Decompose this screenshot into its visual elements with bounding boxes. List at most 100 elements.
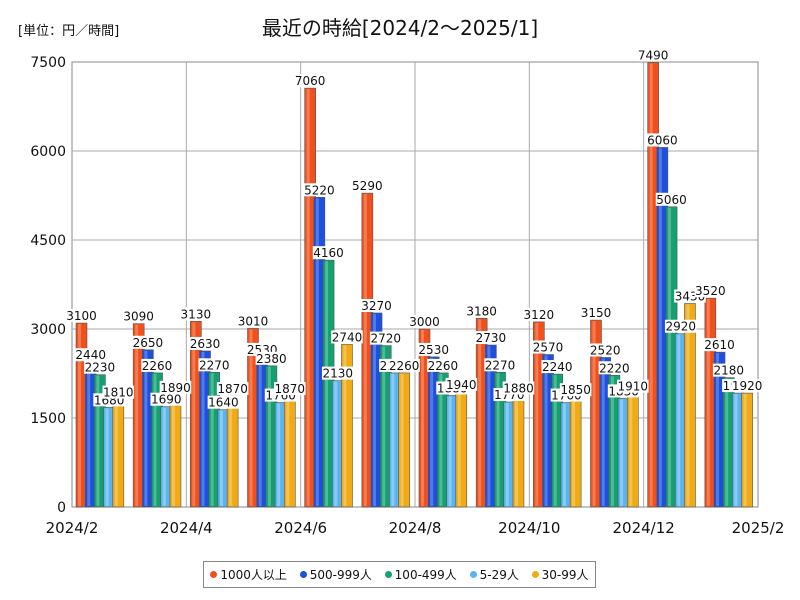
bar-highlight — [105, 408, 109, 506]
data-label: 2260 — [428, 359, 459, 373]
data-label-bg — [502, 381, 535, 395]
bar-4-9 — [626, 393, 639, 508]
bar-4-7 — [512, 395, 525, 508]
data-label-bg — [465, 304, 498, 318]
x-tick-label: 2024/6 — [274, 519, 327, 537]
data-label: 3270 — [361, 299, 392, 313]
data-label: 2440 — [75, 348, 106, 362]
legend-item: 5-29人 — [469, 566, 519, 583]
data-label-bg — [189, 336, 221, 350]
data-label-bg — [646, 133, 679, 147]
bar-highlight — [686, 304, 690, 506]
data-label: 1640 — [208, 396, 239, 410]
data-label-bg — [712, 363, 745, 377]
data-label: 5220 — [304, 183, 335, 197]
legend-swatch — [299, 571, 307, 578]
chart-title: 最近の時給[2024/2～2025/1] — [261, 16, 539, 40]
data-label: 2130 — [322, 367, 353, 381]
bar-highlight — [421, 330, 424, 506]
data-label-bg — [532, 340, 564, 354]
data-label-bg — [694, 284, 727, 298]
data-label-bg — [274, 382, 306, 396]
data-label: 1920 — [732, 379, 763, 393]
data-label: 1880 — [503, 381, 534, 395]
data-label: 2630 — [190, 337, 221, 351]
bar-highlight — [219, 410, 223, 506]
legend-item: 30-99人 — [531, 566, 589, 583]
x-tick-label: 2024/12 — [613, 519, 675, 537]
data-label: 7490 — [638, 49, 669, 63]
data-label-bg — [617, 379, 649, 393]
data-label-bg — [198, 358, 231, 372]
data-label-bg — [731, 379, 763, 393]
data-label-bg — [102, 385, 135, 399]
data-label-bg — [321, 366, 354, 380]
bar-highlight — [258, 357, 262, 506]
data-label-bg — [303, 183, 336, 197]
data-label-bg — [637, 48, 669, 62]
bar-highlight — [306, 89, 310, 507]
data-label-bg — [541, 360, 574, 374]
data-label: 2920 — [665, 320, 696, 334]
data-label: 2270 — [485, 358, 516, 372]
bar-4-5 — [398, 372, 410, 508]
bar-highlight — [562, 403, 566, 506]
y-tick-label: 3000 — [30, 322, 66, 338]
data-label-bg — [484, 358, 516, 372]
legend-swatch — [469, 571, 477, 578]
data-label: 3150 — [581, 306, 612, 320]
bar-highlight — [229, 397, 233, 506]
bar-highlight — [478, 319, 482, 506]
bar-4-4 — [341, 344, 353, 508]
bar-highlight — [171, 395, 175, 506]
data-label-bg — [180, 307, 212, 321]
data-label: 1940 — [446, 378, 477, 392]
data-label: 1870 — [217, 382, 248, 396]
data-label-bg — [388, 358, 420, 372]
bar-highlight — [144, 350, 148, 506]
data-label: 1870 — [275, 382, 306, 396]
data-label: 3000 — [409, 315, 440, 329]
data-label-bg — [150, 392, 183, 406]
bar-4-2 — [226, 395, 239, 508]
bar-highlight — [743, 394, 747, 506]
bar-highlight — [87, 363, 91, 506]
data-label-bg — [312, 246, 345, 260]
data-label-bg — [598, 361, 631, 375]
data-label-bg — [408, 315, 441, 328]
bar-highlight — [114, 400, 118, 506]
x-tick-label: 2025/2 — [732, 519, 785, 537]
data-label-bg — [65, 309, 98, 323]
data-label-bg — [360, 298, 393, 312]
data-label-bg — [122, 309, 155, 323]
bar-highlight — [658, 148, 662, 506]
bar-highlight — [400, 373, 404, 506]
data-label: 2380 — [256, 352, 287, 366]
data-label-bg — [703, 338, 736, 352]
bar-highlight — [391, 373, 395, 506]
bar-highlight — [96, 375, 100, 506]
data-label: 5060 — [656, 193, 687, 207]
data-label: 2260 — [389, 359, 420, 373]
bar-4-11 — [741, 392, 753, 508]
data-label-bg — [237, 314, 269, 328]
bar-highlight — [553, 375, 557, 506]
legend-swatch — [384, 571, 392, 578]
x-tick-label: 2024/4 — [160, 519, 213, 537]
bar-highlight — [592, 321, 596, 506]
bar-highlight — [373, 313, 377, 506]
bar-4-10 — [684, 303, 696, 508]
data-label: 2270 — [199, 358, 230, 372]
data-label-bg — [664, 319, 697, 333]
data-label: 2260 — [142, 359, 173, 373]
bar-highlight — [629, 394, 633, 506]
bar-4-1 — [169, 394, 182, 508]
legend-label: 5-29人 — [479, 568, 519, 582]
bar-highlight — [192, 322, 196, 506]
legend-item: 500-999人 — [299, 566, 372, 583]
data-label: 2730 — [476, 331, 507, 345]
data-label: 1690 — [151, 393, 182, 407]
legend-item: 1000人以上 — [210, 566, 287, 583]
data-label: 2720 — [370, 332, 401, 346]
data-label-bg — [84, 360, 116, 374]
